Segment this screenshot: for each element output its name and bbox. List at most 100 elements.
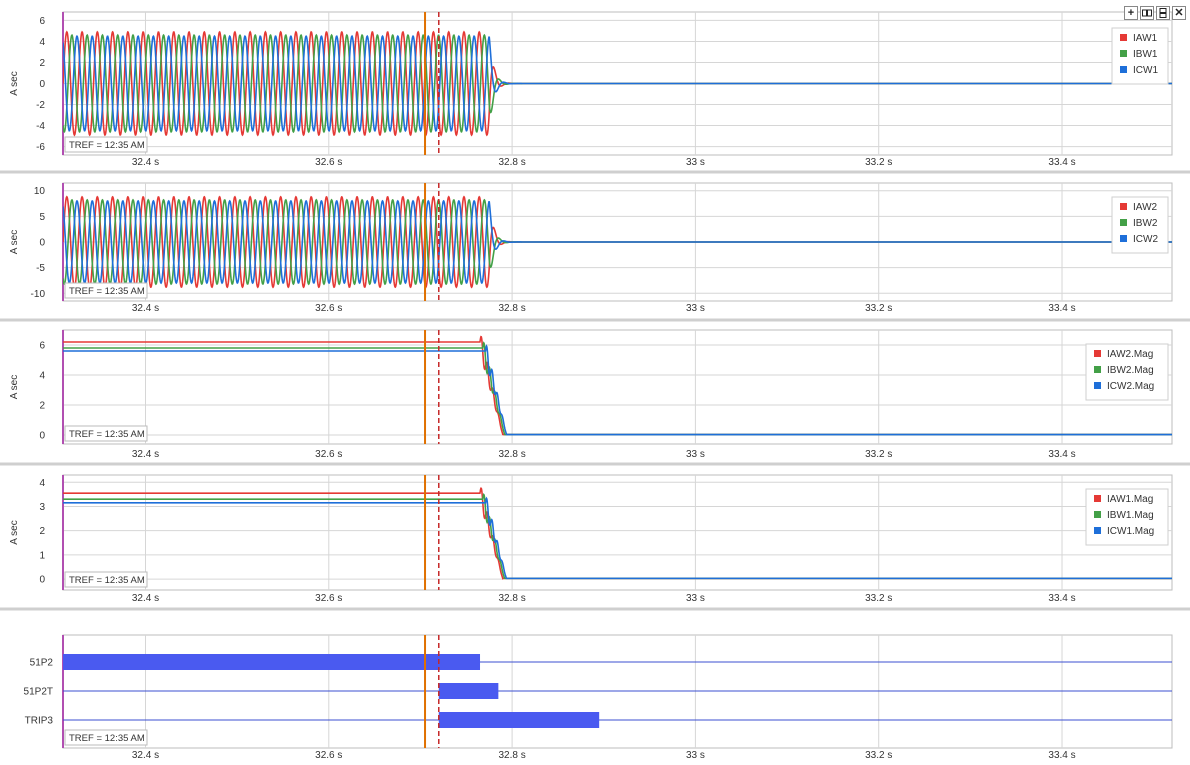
x-tick-label: 32.4 s (132, 157, 159, 168)
legend: IAW2 IBW2 ICW2 (1111, 196, 1169, 254)
series-line-icw1 (63, 34, 1172, 133)
x-tick-label: 33.2 s (865, 449, 892, 460)
y-tick-label: -5 (36, 263, 45, 274)
channel-label: 51P2 (30, 658, 54, 669)
tref-box (64, 571, 148, 588)
x-tick-label: 32.4 s (132, 449, 159, 460)
series-line-icw1-mag (63, 496, 1172, 580)
channel-active-bar (438, 712, 600, 728)
y-tick-label: 0 (39, 575, 45, 586)
chart-panel-1: 32.4 s 32.6 s 32.8 s 33 s 33.2 s 33.4 s 6 4 2 0 -2… (9, 11, 1173, 168)
legend-label: IAW1 (1133, 33, 1158, 44)
y-tick-label: 0 (39, 238, 45, 249)
y-tick-label: 6 (39, 16, 45, 27)
chart-panel-4: 32.4 s 32.6 s 32.8 s 33 s 33.2 s 33.4 s 4 3 2 1 0 A… (9, 474, 1173, 604)
x-tick-label: 32.8 s (498, 303, 525, 314)
x-tick-label: 32.4 s (132, 303, 159, 314)
legend: IAW1.Mag IBW1.Mag ICW1.Mag (1085, 488, 1169, 546)
x-tick-label: 32.8 s (498, 157, 525, 168)
legend-swatch (1094, 511, 1101, 518)
close-button[interactable]: ✕ (1172, 6, 1186, 20)
legend-label: IBW1 (1133, 49, 1158, 60)
y-tick-label: 10 (34, 186, 46, 197)
legend-label: IAW2 (1133, 202, 1158, 213)
legend: IAW1 IBW1 ICW1 (1111, 27, 1169, 85)
legend-label: IAW2.Mag (1107, 349, 1153, 360)
add-panel-button[interactable]: + (1124, 6, 1138, 20)
y-tick-label: -6 (36, 142, 45, 153)
tref-box (64, 425, 148, 442)
columns-icon (1142, 9, 1152, 17)
x-tick-label: 33.4 s (1048, 449, 1075, 460)
chart-panel-3: 32.4 s 32.6 s 32.8 s 33 s 33.2 s 33.4 s 6 4 2 0 A … (9, 329, 1173, 460)
x-tick-label: 33.4 s (1048, 303, 1075, 314)
y-tick-label: 4 (39, 371, 45, 382)
y-tick-label: 2 (39, 58, 45, 69)
plus-icon: + (1127, 7, 1135, 19)
y-tick-label: -10 (31, 289, 46, 300)
close-icon: ✕ (1174, 7, 1184, 19)
legend: IAW2.Mag IBW2.Mag ICW2.Mag (1085, 343, 1169, 401)
legend-label: ICW1.Mag (1107, 526, 1154, 537)
chart-panel-5: 32.4 s 32.6 s 32.8 s 33 s 33.2 s 33.4 s 51P2 51… (24, 634, 1173, 761)
side-by-side-button[interactable] (1140, 6, 1154, 20)
x-tick-label: 32.6 s (315, 157, 342, 168)
tref-label: TREF = 12:35 AM (69, 429, 145, 440)
x-tick-label: 33.4 s (1048, 157, 1075, 168)
y-tick-label: 3 (39, 502, 45, 513)
legend-label: IBW2 (1133, 218, 1158, 229)
legend-swatch (1120, 66, 1127, 73)
x-tick-label: 33 s (686, 303, 705, 314)
x-tick-label: 32.8 s (498, 449, 525, 460)
y-tick-label: 4 (39, 478, 45, 489)
legend-label: IAW1.Mag (1107, 494, 1153, 505)
legend-swatch (1120, 219, 1127, 226)
legend-swatch (1094, 366, 1101, 373)
legend-label: ICW1 (1133, 65, 1158, 76)
x-tick-label: 32.6 s (315, 449, 342, 460)
legend-swatch (1120, 235, 1127, 242)
series-line-icw2 (63, 199, 1172, 285)
tref-label: TREF = 12:35 AM (69, 575, 145, 586)
legend-swatch (1094, 382, 1101, 389)
legend-swatch (1094, 527, 1101, 534)
x-tick-label: 33 s (686, 449, 705, 460)
x-tick-label: 33.2 s (865, 157, 892, 168)
x-tick-label: 33.2 s (865, 750, 892, 761)
stacked-button[interactable] (1156, 6, 1170, 20)
y-tick-label: 0 (39, 79, 45, 90)
x-tick-label: 32.4 s (132, 593, 159, 604)
channel-label: 51P2T (24, 687, 53, 698)
tref-box (64, 729, 148, 746)
x-tick-label: 33.2 s (865, 303, 892, 314)
y-axis-label: A sec (9, 71, 20, 95)
legend-label: IBW2.Mag (1107, 365, 1154, 376)
y-tick-label: 2 (39, 526, 45, 537)
tref-box (64, 136, 148, 153)
legend-swatch (1094, 495, 1101, 502)
channel-active-bar (63, 654, 481, 670)
chart-panel-2: 32.4 s 32.6 s 32.8 s 33 s 33.2 s 33.4 s 10 5 0 -5… (9, 182, 1173, 314)
plot-area (62, 474, 1173, 591)
y-axis-label: A sec (9, 230, 20, 254)
y-tick-label: 6 (39, 341, 45, 352)
y-tick-label: -4 (36, 121, 45, 132)
x-tick-label: 32.6 s (315, 303, 342, 314)
tref-box (64, 282, 148, 299)
legend-label: ICW2 (1133, 234, 1158, 245)
y-axis-label: A sec (9, 520, 20, 544)
x-tick-label: 33.4 s (1048, 593, 1075, 604)
x-tick-label: 33 s (686, 593, 705, 604)
legend-label: IBW1.Mag (1107, 510, 1154, 521)
y-tick-label: 0 (39, 431, 45, 442)
plot-area (62, 329, 1173, 445)
legend-swatch (1094, 350, 1101, 357)
series-line-icw2-mag (63, 344, 1172, 436)
legend-swatch (1120, 50, 1127, 57)
x-tick-label: 32.4 s (132, 750, 159, 761)
x-tick-label: 33.2 s (865, 593, 892, 604)
tref-label: TREF = 12:35 AM (69, 733, 145, 744)
y-tick-label: 2 (39, 401, 45, 412)
x-tick-label: 33 s (686, 750, 705, 761)
